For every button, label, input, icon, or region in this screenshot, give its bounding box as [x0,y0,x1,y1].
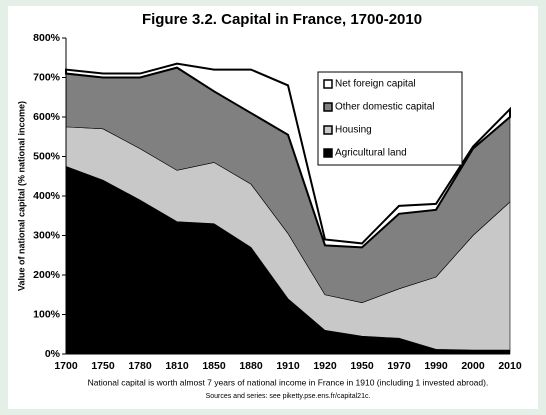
legend-label: Other domestic capital [335,102,435,113]
x-tick-label: 1700 [54,360,78,372]
legend-swatch [323,102,333,112]
legend-label: Housing [335,125,372,136]
area [65,62,511,249]
y-tick-label: 400% [33,190,61,202]
y-tick-label: 800% [33,32,61,44]
x-tick-label: 2000 [461,360,485,372]
x-tick-label: 1970 [387,360,411,372]
legend-swatch [323,148,333,158]
chart-title: Figure 3.2. Capital in France, 1700-2010 [142,11,422,28]
y-tick-label: 500% [33,150,61,162]
y-axis-label: Value of national capital (% national in… [16,101,26,291]
x-tick-label: 1810 [165,360,189,372]
y-tick-label: 200% [33,269,61,281]
note: Sources and series: see piketty.pse.ens.… [206,393,371,400]
x-tick-label: 1750 [91,360,115,372]
legend-swatch [323,79,333,89]
x-tick-label: 1780 [128,360,152,372]
x-tick-label: 1990 [424,360,448,372]
x-tick-label: 1850 [202,360,226,372]
legend-swatch [323,125,333,135]
legend-label: Agricultural land [335,148,407,159]
legend-label: Net foreign capital [335,79,416,90]
x-tick-label: 1950 [350,360,374,372]
y-tick-label: 100% [33,308,61,320]
legend-box [317,71,463,166]
y-tick-label: 0% [45,348,61,360]
x-tick-label: 1880 [239,360,263,372]
note: National capital is worth almost 7 years… [88,377,489,387]
y-tick-label: 700% [33,71,61,83]
y-tick-label: 300% [33,229,61,241]
x-tick-label: 1910 [276,360,300,372]
y-tick-label: 600% [33,111,61,123]
x-tick-label: 2010 [498,360,522,372]
x-tick-label: 1920 [313,360,337,372]
